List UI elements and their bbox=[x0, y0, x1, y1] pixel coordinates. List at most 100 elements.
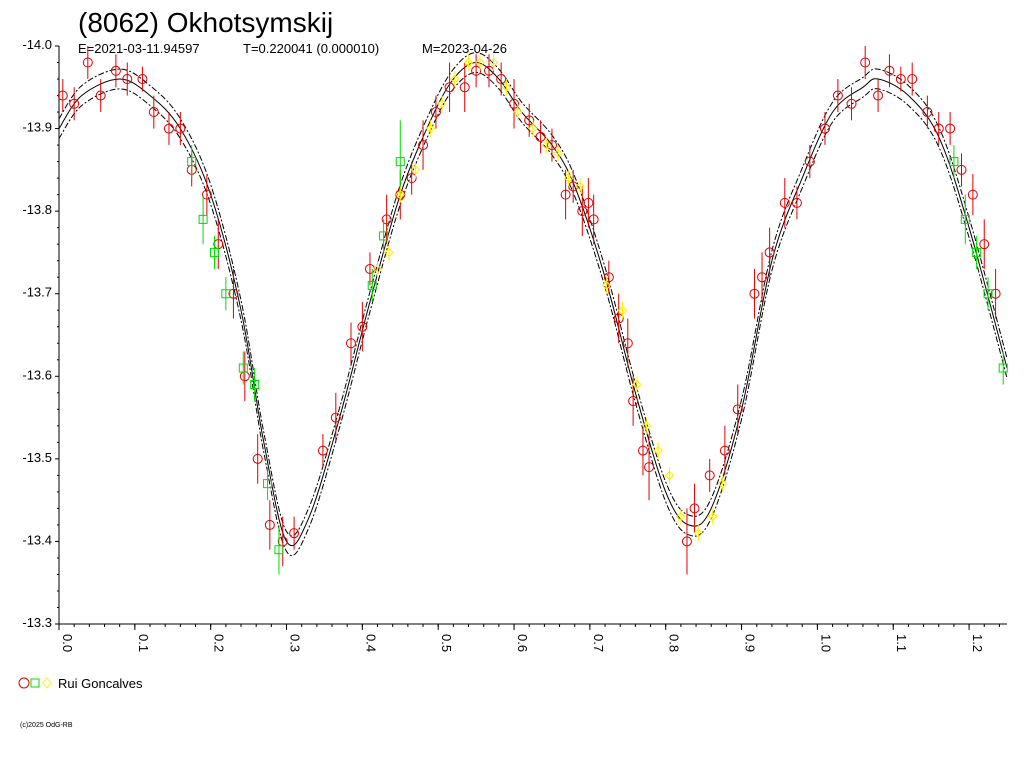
date-label: M=2023-04-26 bbox=[422, 41, 507, 56]
y-tick-label: -13.4 bbox=[22, 532, 52, 547]
circle-data-point bbox=[681, 536, 692, 547]
diamond-data-point bbox=[708, 511, 718, 522]
diamond-data-point bbox=[475, 57, 485, 68]
circle-data-point bbox=[749, 288, 760, 299]
circle-data-point bbox=[330, 412, 341, 423]
diamond-data-point bbox=[437, 99, 447, 109]
circle-data-point bbox=[471, 65, 482, 76]
circle-data-point bbox=[613, 313, 624, 324]
circle-data-point bbox=[979, 239, 990, 250]
square-data-point bbox=[198, 214, 208, 224]
x-tick-label: 1.0 bbox=[818, 634, 833, 652]
diamond-data-point bbox=[450, 74, 460, 84]
y-tick-label: -13.3 bbox=[22, 615, 52, 630]
circle-data-point bbox=[884, 65, 895, 76]
circle-data-point bbox=[637, 445, 648, 456]
circle-data-point bbox=[252, 453, 263, 464]
circle-data-point bbox=[345, 338, 356, 349]
x-tick-label: 1.2 bbox=[970, 634, 985, 652]
y-tick-label: -13.5 bbox=[22, 450, 52, 465]
circle-data-point bbox=[110, 65, 121, 76]
circle-data-point bbox=[804, 156, 815, 167]
diamond-data-point bbox=[463, 57, 474, 68]
x-tick-label: 0.7 bbox=[591, 634, 606, 652]
diamond-data-point bbox=[553, 148, 563, 159]
circle-data-point bbox=[860, 57, 871, 68]
data-points bbox=[57, 46, 1008, 575]
circle-data-point bbox=[895, 74, 906, 85]
x-tick-label: 0.9 bbox=[743, 634, 758, 652]
diamond-data-point bbox=[541, 140, 552, 150]
circle-data-point bbox=[791, 197, 802, 208]
square-data-point bbox=[209, 247, 219, 257]
circle-data-point bbox=[779, 197, 790, 208]
circle-data-point bbox=[357, 321, 368, 332]
square-data-point bbox=[379, 231, 389, 241]
circle-data-point bbox=[967, 189, 978, 200]
circle-data-point bbox=[732, 404, 743, 415]
circle-data-point bbox=[588, 214, 599, 225]
circle-data-point bbox=[757, 272, 768, 283]
x-tick-label: 0.5 bbox=[439, 634, 454, 652]
diamond-data-point bbox=[563, 173, 574, 183]
circle-data-point bbox=[509, 98, 520, 109]
legend-circle-marker bbox=[18, 677, 30, 689]
circle-data-point bbox=[704, 470, 715, 481]
circle-data-point bbox=[228, 288, 239, 299]
legend: Rui Goncalves bbox=[18, 676, 143, 691]
circle-data-point bbox=[69, 98, 80, 109]
circle-data-point bbox=[496, 74, 507, 85]
circle-data-point bbox=[418, 140, 429, 151]
circle-data-point bbox=[689, 503, 700, 514]
circle-data-point bbox=[444, 82, 455, 93]
diamond-data-point bbox=[617, 305, 628, 315]
diamond-data-point bbox=[513, 107, 523, 117]
square-data-point bbox=[972, 247, 982, 257]
circle-data-point bbox=[560, 189, 571, 200]
circle-data-point bbox=[163, 123, 174, 134]
circle-data-point bbox=[628, 396, 639, 407]
square-data-point bbox=[395, 157, 405, 167]
circle-data-point bbox=[583, 197, 594, 208]
copyright-note: (c)2025 OdG-RB bbox=[20, 722, 73, 729]
circle-data-point bbox=[873, 90, 884, 101]
circle-data-point bbox=[846, 98, 857, 109]
diamond-data-point bbox=[488, 57, 499, 68]
square-data-point bbox=[998, 363, 1008, 373]
circle-data-point bbox=[819, 123, 830, 134]
x-tick-label: 0.3 bbox=[288, 634, 303, 652]
x-tick-label: 0.0 bbox=[60, 634, 75, 652]
circle-data-point bbox=[922, 107, 933, 118]
circle-data-point bbox=[317, 445, 328, 456]
y-tick-label: -14.0 bbox=[22, 37, 52, 52]
circle-data-point bbox=[82, 57, 93, 68]
square-data-point bbox=[250, 380, 260, 390]
diamond-data-point bbox=[717, 478, 728, 489]
square-data-point bbox=[263, 479, 273, 489]
circle-data-point bbox=[430, 107, 441, 118]
diamond-data-point bbox=[693, 528, 704, 538]
circle-data-point bbox=[201, 189, 212, 200]
square-data-point bbox=[983, 289, 993, 299]
x-tick-label: 0.6 bbox=[515, 634, 530, 652]
fit-band-upper bbox=[58, 52, 1008, 537]
diamond-data-point bbox=[676, 511, 686, 522]
diamond-data-point bbox=[653, 445, 663, 456]
circle-data-point bbox=[719, 445, 730, 456]
circle-data-point bbox=[524, 115, 535, 126]
circle-data-point bbox=[577, 206, 588, 217]
legend-label: Rui Goncalves bbox=[58, 676, 143, 691]
diamond-data-point bbox=[642, 421, 652, 431]
circle-data-point bbox=[148, 107, 159, 118]
circle-data-point bbox=[264, 519, 275, 530]
x-axis: 0.0 0.1 0.2 0.3 0.4 0.5 0.6 0.7 0.8 0.9 1.0 1.1 1.2 bbox=[58, 623, 1007, 652]
x-tick-label: 0.2 bbox=[212, 634, 227, 652]
y-tick-label: -13.6 bbox=[22, 367, 52, 382]
epoch-label: E=2021-03-11.94597 bbox=[78, 41, 200, 56]
square-data-point bbox=[274, 545, 284, 555]
circle-data-point bbox=[459, 82, 470, 93]
circle-data-point bbox=[535, 131, 546, 142]
diamond-data-point bbox=[664, 470, 675, 481]
fit-curve bbox=[58, 61, 1008, 547]
